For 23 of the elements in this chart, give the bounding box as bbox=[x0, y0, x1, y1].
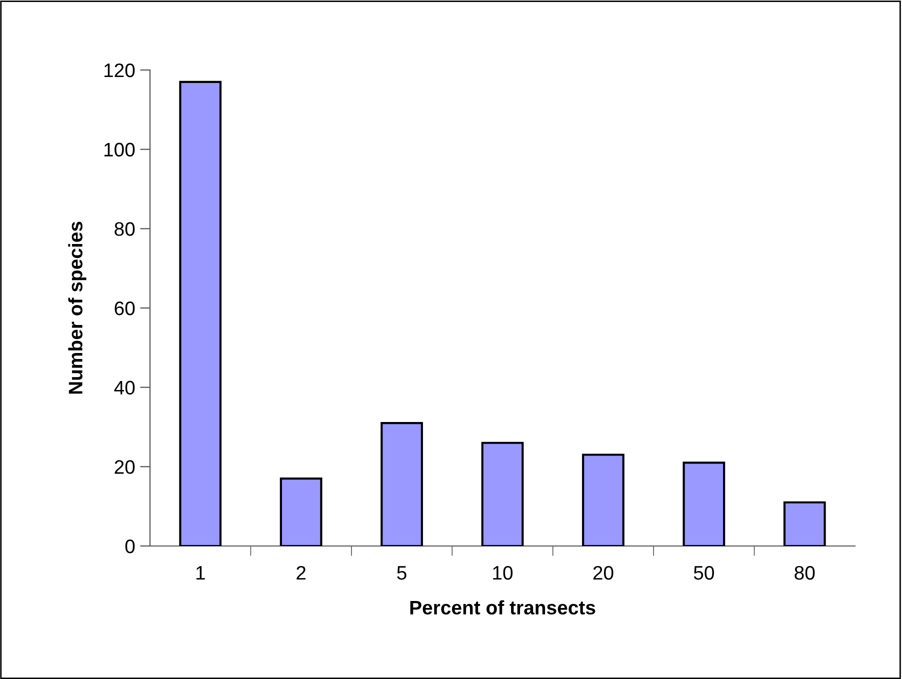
x-tick-label: 10 bbox=[493, 566, 513, 580]
x-tick-label: 20 bbox=[593, 566, 614, 580]
x-tick-label: 1 bbox=[196, 566, 205, 580]
x-axis-title: Percent of transects bbox=[410, 600, 596, 615]
x-tick-label: 2 bbox=[296, 566, 306, 580]
x-tick-label: 5 bbox=[397, 566, 406, 580]
bar bbox=[481, 442, 524, 546]
bar bbox=[380, 422, 423, 546]
bar bbox=[783, 501, 826, 546]
y-tick-label: 20 bbox=[114, 460, 135, 474]
y-tick-label: 60 bbox=[114, 301, 135, 316]
y-tick-label: 120 bbox=[104, 63, 135, 78]
y-tick-label: 0 bbox=[125, 539, 135, 554]
bar bbox=[682, 462, 726, 546]
bar bbox=[582, 454, 624, 546]
y-tick-label: 100 bbox=[104, 142, 135, 157]
x-tick-label: 80 bbox=[794, 566, 815, 580]
bar bbox=[179, 80, 222, 546]
y-tick-label: 40 bbox=[114, 380, 135, 395]
y-axis-title: Number of species bbox=[68, 222, 86, 394]
x-tick-label: 50 bbox=[694, 566, 714, 580]
bar bbox=[280, 478, 322, 546]
y-tick-label: 80 bbox=[114, 222, 135, 236]
